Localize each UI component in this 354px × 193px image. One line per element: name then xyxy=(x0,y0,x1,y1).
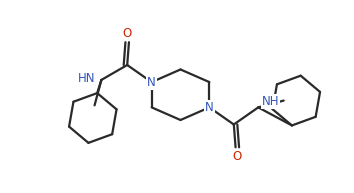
Text: O: O xyxy=(122,27,132,40)
Text: N: N xyxy=(205,101,214,114)
Text: NH: NH xyxy=(262,95,279,108)
Text: N: N xyxy=(147,76,156,89)
Text: O: O xyxy=(233,150,242,163)
Text: HN: HN xyxy=(78,72,95,85)
